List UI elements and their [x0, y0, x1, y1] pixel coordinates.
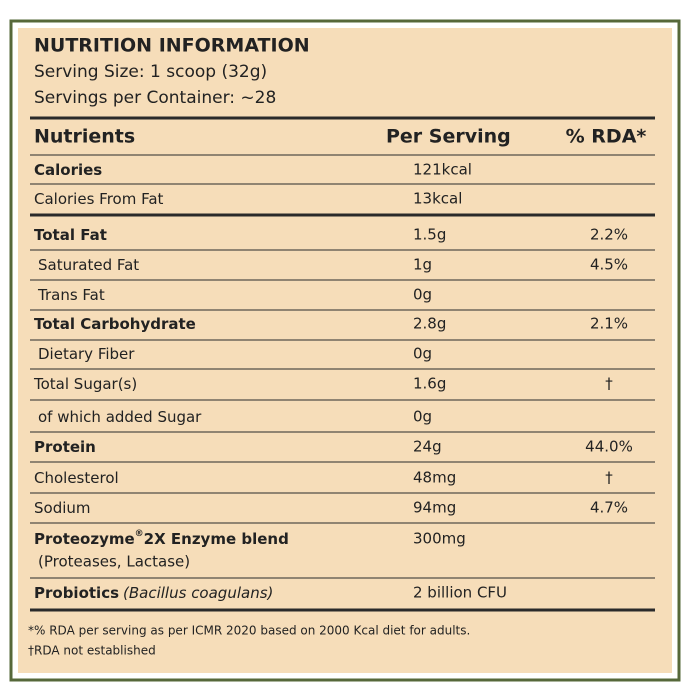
- nutrient: Cholesterol: [34, 469, 119, 487]
- column-header: Nutrients: [34, 126, 135, 148]
- nutrient: Total Fat: [34, 226, 107, 244]
- title: NUTRITION INFORMATION: [34, 35, 310, 57]
- per-serving: 2.8g: [413, 315, 446, 333]
- per-serving: 48mg: [413, 469, 456, 487]
- serving-size: Serving Size: 1 scoop (32g): [34, 62, 267, 82]
- column-header: Per Serving: [386, 126, 511, 148]
- nutrient-name: Sodium: [34, 499, 91, 517]
- nutrient: Dietary Fiber: [38, 345, 135, 363]
- nutrient-name: Total Sugar(s): [33, 375, 137, 393]
- nutrient: Protein: [34, 438, 96, 456]
- nutrient-name: Total Carbohydrate: [34, 315, 196, 333]
- per-serving: 13kcal: [413, 190, 462, 208]
- per-serving: 0g: [413, 345, 432, 363]
- nutrient-name: Calories From Fat: [34, 190, 164, 208]
- nutrient-name: Saturated Fat: [38, 256, 139, 274]
- nutrient-name: Protein: [34, 438, 96, 456]
- nutrient-name: Dietary Fiber: [38, 345, 135, 363]
- per-serving: 0g: [413, 286, 432, 304]
- nutrient: of which added Sugar: [38, 408, 202, 426]
- outer-border: [9, 19, 681, 682]
- rda: 2.2%: [590, 226, 628, 244]
- servings-per-container: Servings per Container: ~28: [34, 88, 276, 108]
- nutrient-name: Proteozyme®2X Enzyme blend: [34, 529, 289, 548]
- nutrient-name: Calories: [34, 161, 102, 179]
- nutrient-sub: (Proteases, Lactase): [38, 553, 190, 571]
- per-serving: 0g: [413, 408, 432, 426]
- panel: [18, 28, 672, 673]
- rda: 4.7%: [590, 499, 628, 517]
- nutrient-name: of which added Sugar: [38, 408, 202, 426]
- nutrient-name: Total Fat: [34, 226, 107, 244]
- nutrient: Trans Fat: [37, 286, 105, 304]
- column-header: % RDA*: [566, 126, 647, 148]
- nutrient: Probiotics: [34, 584, 119, 602]
- per-serving: 2 billion CFU: [413, 584, 507, 602]
- footnote: †RDA not established: [28, 644, 156, 658]
- per-serving: 300mg: [413, 530, 466, 548]
- rda: †: [605, 375, 613, 393]
- species: (Bacillus coagulans): [123, 584, 273, 602]
- nutrient: Total Carbohydrate: [34, 315, 196, 333]
- nutrient: Sodium: [34, 499, 91, 517]
- nutrient-name: Probiotics (Bacillus coagulans): [34, 584, 273, 602]
- nutrient: Saturated Fat: [38, 256, 139, 274]
- footnote: *% RDA per serving as per ICMR 2020 base…: [28, 624, 470, 638]
- per-serving: 121kcal: [413, 161, 472, 179]
- per-serving: 94mg: [413, 499, 456, 517]
- nutrient-name: Trans Fat: [37, 286, 105, 304]
- nutrient: Total Sugar(s): [33, 375, 137, 393]
- nutrient-name: Cholesterol: [34, 469, 119, 487]
- nutrient-rest: 2X Enzyme blend: [144, 530, 289, 548]
- per-serving: 1g: [413, 256, 432, 274]
- rows: Calories 121kcal Calories From Fat 13kcal To…: [30, 161, 655, 612]
- nutrient: Calories From Fat: [34, 190, 164, 208]
- nutrient: Proteozyme: [34, 530, 135, 548]
- rda: 4.5%: [590, 256, 628, 274]
- per-serving: 1.6g: [413, 375, 446, 393]
- per-serving: 24g: [413, 438, 442, 456]
- rda: 44.0%: [585, 438, 633, 456]
- rda: 2.1%: [590, 315, 628, 333]
- nutrient: Calories: [34, 161, 102, 179]
- per-serving: 1.5g: [413, 226, 446, 244]
- rda: †: [605, 469, 613, 487]
- registered-mark: ®: [135, 529, 144, 539]
